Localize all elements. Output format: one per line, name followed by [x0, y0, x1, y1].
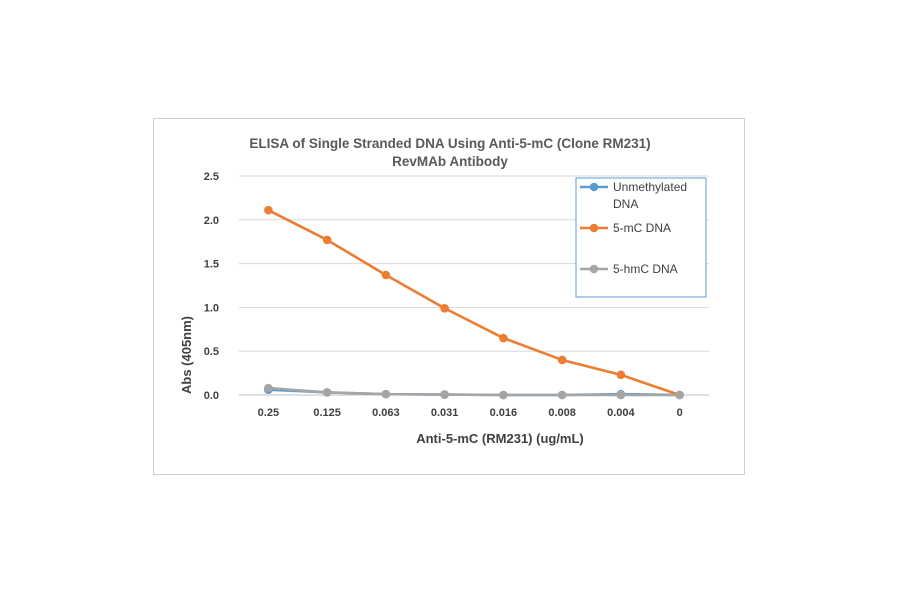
y-tick-label: 0.5	[204, 346, 219, 358]
x-tick-labels: 0.25 0.125 0.063 0.031 0.016 0.008 0.004 0	[258, 407, 683, 419]
data-point	[322, 388, 332, 397]
x-tick-label: 0.008	[548, 407, 576, 419]
y-tick-label: 1.0	[204, 302, 219, 314]
x-tick-label: 0.004	[607, 407, 635, 419]
legend: Unmethylated DNA 5-mC DNA 5-hmC DNA	[575, 177, 707, 298]
y-tick-label: 0.0	[204, 390, 219, 402]
legend-label: DNA	[613, 197, 638, 211]
legend-marker	[589, 264, 599, 274]
data-point	[381, 270, 391, 280]
y-axis-title: Abs (405nm)	[179, 316, 194, 394]
data-point	[616, 390, 626, 400]
series-lines	[264, 205, 684, 400]
data-point	[499, 390, 508, 400]
data-point	[557, 390, 567, 400]
legend-label: Unmethylated	[613, 180, 687, 194]
x-tick-label: 0.125	[313, 407, 341, 419]
data-point	[264, 205, 273, 215]
data-point	[322, 235, 332, 245]
chart-svg: ELISA of Single Stranded DNA Using Anti-…	[179, 136, 709, 446]
legend-box	[575, 177, 707, 298]
x-axis-title: Anti-5-mC (RM231) (ug/mL)	[416, 431, 584, 446]
series-line	[268, 386, 680, 397]
data-point	[557, 355, 567, 365]
x-tick-label: 0.063	[372, 407, 400, 419]
x-tick-label: 0.031	[431, 407, 459, 419]
y-tick-label: 2.0	[204, 215, 219, 227]
data-point	[499, 333, 508, 343]
data-point	[616, 370, 626, 380]
x-tick-label: 0	[677, 407, 683, 419]
data-point	[381, 389, 391, 399]
chart-title-line-1: ELISA of Single Stranded DNA Using Anti-…	[249, 136, 650, 151]
data-point	[440, 390, 449, 399]
chart-frame: ELISA of Single Stranded DNA Using Anti-…	[153, 118, 745, 475]
x-tick-label: 0.25	[258, 407, 279, 419]
chart-title-line-2: RevMAb Antibody	[392, 154, 508, 169]
y-tick-labels: 0.0 0.5 1.0 1.5 2.0 2.5	[204, 171, 219, 402]
legend-label: 5-mC DNA	[613, 221, 671, 235]
y-tick-label: 2.5	[204, 171, 219, 183]
legend-label: 5-hmC DNA	[613, 262, 678, 276]
x-tick-label: 0.016	[490, 407, 518, 419]
data-point	[675, 390, 684, 400]
legend-marker	[589, 182, 599, 192]
data-point	[440, 303, 449, 313]
legend-marker	[589, 223, 599, 233]
series-line	[267, 209, 681, 397]
y-tick-label: 1.5	[204, 259, 219, 271]
data-point	[264, 383, 273, 393]
